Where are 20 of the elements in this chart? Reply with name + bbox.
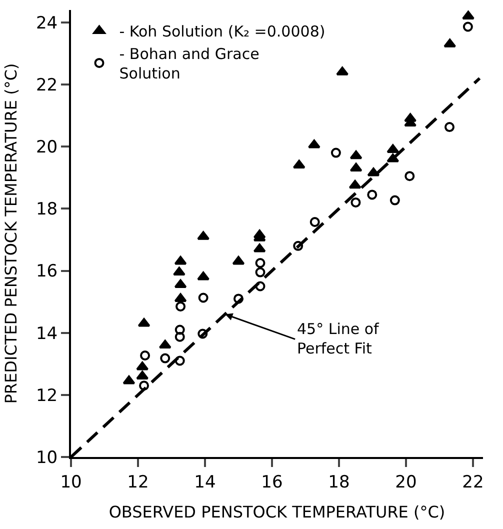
y-tick-label: 10 xyxy=(36,448,58,468)
x-tick-label: 18 xyxy=(328,472,350,492)
y-tick-label: 18 xyxy=(36,200,58,220)
legend-label: - Koh Solution (K₂ =0.0008) xyxy=(119,22,326,41)
y-tick-label: 24 xyxy=(36,13,58,34)
x-tick-label: 16 xyxy=(261,472,283,492)
x-tick-label: 14 xyxy=(194,472,216,492)
y-tick-label: 22 xyxy=(36,75,58,96)
x-axis-title: OBSERVED PENSTOCK TEMPERATURE (°C) xyxy=(108,502,446,522)
x-tick-label: 10 xyxy=(60,472,82,492)
x-tick-label: 22 xyxy=(462,472,484,492)
x-tick-label: 20 xyxy=(395,472,417,492)
y-tick-label: 12 xyxy=(36,386,58,406)
y-tick-label: 16 xyxy=(36,262,58,282)
annotation: 45° Line of Perfect Fit xyxy=(297,320,380,358)
legend-label: - Bohan and Grace Solution xyxy=(119,45,260,83)
y-axis-title: PREDICTED PENSTOCK TEMPERATURE (°C) xyxy=(1,63,20,404)
y-tick-label: 20 xyxy=(36,138,58,158)
x-tick-label: 12 xyxy=(127,472,149,492)
y-tick-label: 14 xyxy=(36,324,58,344)
